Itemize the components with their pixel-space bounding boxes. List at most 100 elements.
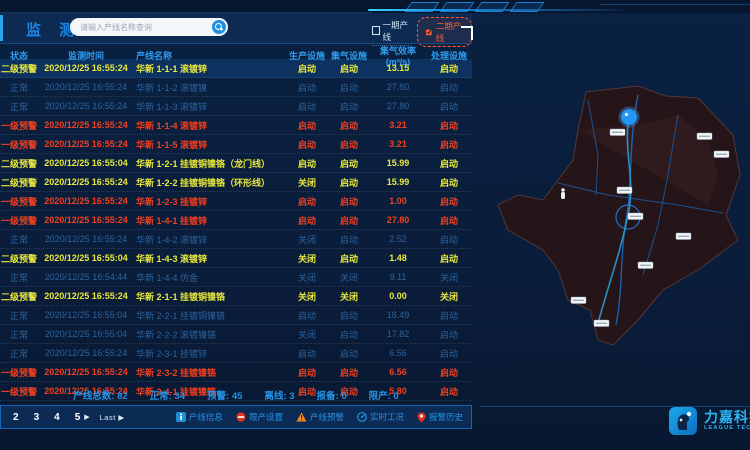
checkbox-icon[interactable] [372, 26, 380, 35]
phase-filter-controls: 一期产线 二期产线 [372, 17, 472, 47]
table-row[interactable]: 一级预警 2020/12/25 16:55:24 华新 1-4-1 挂镀锌 启动… [0, 211, 472, 230]
row-treatment-state: 启动 [439, 101, 458, 112]
legend-label: 实时工况 [369, 412, 404, 422]
next-page-button[interactable]: ▶ [84, 414, 90, 421]
logo-icon [669, 407, 697, 435]
row-status: 二级预警 [0, 177, 37, 188]
check-icon [426, 29, 433, 36]
row-status: 一级预警 [0, 386, 37, 397]
row-time: 2020/12/25 16:55:24 [44, 234, 128, 244]
legend-item[interactable]: 产线预警 [296, 411, 344, 423]
row-production-state: 关闭 [297, 291, 316, 302]
phase2-button[interactable]: 二期产线 [417, 17, 472, 47]
row-line-name: 华新 2-2-1 挂镀铜镍铬 [136, 310, 226, 321]
row-status: 一级预警 [0, 120, 37, 131]
row-efficiency: 0.00 [389, 291, 407, 301]
page-number-button[interactable]: 5 [74, 411, 81, 423]
row-time: 2020/12/25 16:55:24 [44, 101, 128, 111]
row-treatment-state: 启动 [439, 310, 458, 321]
district-shape [497, 85, 741, 346]
row-production-state: 启动 [297, 196, 316, 207]
column-header-name: 产线名称 [136, 51, 173, 61]
row-production-state: 启动 [297, 139, 316, 150]
row-efficiency: 3.21 [389, 120, 407, 130]
row-status: 二级预警 [0, 158, 37, 169]
row-line-name: 华新 1-4-4 仿金 [136, 272, 199, 283]
table-row[interactable]: 一级预警 2020/12/25 16:55:24 华新 1-1-5 滚镀锌 启动… [0, 135, 472, 154]
row-line-name: 华新 1-4-3 滚镀锌 [136, 253, 208, 264]
row-time: 2020/12/25 16:55:24 [44, 82, 128, 92]
row-line-name: 华新 1-1-2 滚镀镍 [136, 82, 208, 93]
table-row[interactable]: 二级预警 2020/12/25 16:55:24 华新 1-2-2 挂镀铜镍铬（… [0, 173, 472, 192]
last-page-button[interactable]: Last ▶ [99, 412, 125, 422]
row-treatment-state: 启动 [439, 329, 458, 340]
table-row[interactable]: 正常 2020/12/25 16:55:24 华新 1-1-2 滚镀镍 启动 启… [0, 78, 472, 97]
row-status: 二级预警 [0, 253, 37, 264]
row-efficiency: 27.80 [386, 215, 410, 225]
page-number-button[interactable]: 4 [54, 411, 60, 423]
page-number-button[interactable]: 2 [13, 411, 19, 423]
row-line-name: 华新 1-2-2 挂镀铜镍铬（环形线） [136, 177, 271, 188]
logo-subtitle: LEAGUE TECH [704, 425, 750, 432]
phase1-checkbox[interactable]: 一期产线 [372, 19, 410, 46]
row-status: 二级预警 [0, 63, 37, 74]
phase2-label: 二期产线 [435, 21, 462, 43]
logo-name: 力嘉科技 [704, 409, 750, 426]
search-icon[interactable] [212, 20, 226, 34]
realtime-gauge-icon [357, 412, 367, 422]
row-time: 2020/12/25 16:55:24 [44, 386, 128, 396]
table-row[interactable]: 一级预警 2020/12/25 16:55:24 华新 1-1-4 滚镀锌 启动… [0, 116, 472, 135]
table-row[interactable]: 二级预警 2020/12/25 16:55:04 华新 1-4-3 滚镀锌 关闭… [0, 249, 472, 268]
row-line-name: 华新 2-1-1 挂镀铜镍铬 [136, 291, 226, 302]
legend-label: 产线信息 [188, 412, 223, 422]
row-time: 2020/12/25 16:54:44 [44, 272, 128, 282]
row-line-name: 华新 1-2-1 挂镀铜镍铬（龙门线） [136, 158, 271, 169]
row-efficiency: 6.56 [389, 348, 407, 358]
summary-item: 预警: 45 [207, 391, 243, 402]
page-number-button[interactable]: 3 [33, 411, 40, 423]
legend-label: 产线预警 [309, 412, 344, 422]
table-row[interactable]: 二级预警 2020/12/25 16:55:04 华新 1-2-1 挂镀铜镍铬（… [0, 154, 472, 173]
table-row[interactable]: 正常 2020/12/25 16:54:44 华新 1-4-4 仿金 关闭 关闭… [0, 268, 472, 287]
legend-item[interactable]: 限产设置 [236, 411, 283, 423]
table-row[interactable]: 正常 2020/12/25 16:55:04 华新 2-2-1 挂镀铜镍铬 启动… [0, 306, 472, 325]
row-status: 二级预警 [0, 291, 37, 302]
row-time: 2020/12/25 16:55:04 [44, 329, 128, 339]
map-marker[interactable] [621, 109, 637, 125]
row-gas-state: 启动 [339, 234, 358, 245]
table-row[interactable]: 正常 2020/12/25 16:55:04 华新 2-2-2 滚镀镍铬 关闭 … [0, 325, 472, 344]
row-production-state: 启动 [297, 367, 316, 378]
row-production-state: 启动 [297, 348, 316, 359]
row-time: 2020/12/25 16:55:24 [44, 291, 128, 301]
search-input[interactable] [70, 22, 212, 32]
row-status: 一级预警 [0, 196, 37, 207]
summary-item: 产线总数: 82 [73, 391, 128, 402]
table-row[interactable]: 正常 2020/12/25 16:55:24 华新 2-3-1 挂镀锌 启动 启… [0, 344, 472, 363]
row-production-state: 关闭 [297, 329, 316, 340]
decor-thin-line-left [0, 12, 372, 13]
warning-triangle-icon [296, 412, 307, 422]
table-row[interactable]: 二级预警 2020/12/25 16:55:24 华新 1-1-1 滚镀锌 启动… [0, 59, 472, 78]
row-status: 一级预警 [0, 139, 37, 150]
legend-item[interactable]: 实时工况 [357, 411, 404, 423]
legend-item[interactable]: 产线信息 [175, 411, 223, 423]
row-treatment-state: 关闭 [439, 291, 458, 302]
table-row[interactable]: 一级预警 2020/12/25 16:55:24 华新 1-2-3 挂镀锌 启动… [0, 192, 472, 211]
row-treatment-state: 启动 [439, 234, 458, 245]
legend-label: 报警历史 [428, 412, 463, 422]
row-production-state: 启动 [297, 310, 316, 321]
table-row[interactable]: 正常 2020/12/25 16:55:24 华新 1-1-3 滚镀锌 启动 启… [0, 97, 472, 116]
table-row[interactable]: 正常 2020/12/25 16:55:24 华新 1-4-2 滚镀锌 关闭 启… [0, 230, 472, 249]
district-map[interactable] [478, 55, 750, 400]
row-gas-state: 启动 [339, 101, 358, 112]
map-footer-divider [480, 406, 750, 407]
legend-item[interactable]: 报警历史 [417, 411, 463, 423]
table-row[interactable]: 一级预警 2020/12/25 16:55:24 华新 2-3-2 挂镀镍铬 启… [0, 363, 472, 382]
legend-bar: 产线信息 限产设置 产线预警 实时工况 报警历史 [175, 411, 471, 423]
row-production-state: 关闭 [297, 177, 316, 188]
row-efficiency: 3.21 [389, 139, 407, 149]
table-row[interactable]: 二级预警 2020/12/25 16:55:24 华新 2-1-1 挂镀铜镍铬 … [0, 287, 472, 306]
table-row[interactable]: 一级预警 2020/12/25 16:55:24 华新 2-4-1 挂镀镍铬 启… [0, 382, 472, 401]
row-status: 正常 [9, 234, 28, 245]
